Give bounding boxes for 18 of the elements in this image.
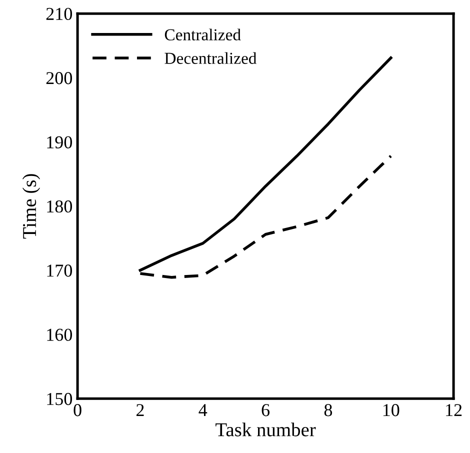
legend-label: Centralized bbox=[164, 28, 241, 40]
x-tick-label: 10 bbox=[383, 404, 400, 416]
y-tick-label: 190 bbox=[47, 136, 72, 148]
x-tick-label: 0 bbox=[74, 404, 82, 416]
legend-label: Decentralized bbox=[164, 52, 257, 64]
y-tick-label: 180 bbox=[47, 200, 72, 213]
y-tick-label: 170 bbox=[47, 264, 72, 277]
x-axis-title: Task number bbox=[216, 422, 316, 436]
x-tick-label: 12 bbox=[446, 404, 462, 416]
y-tick-label: 210 bbox=[46, 8, 72, 20]
x-tick-label: 6 bbox=[262, 404, 270, 416]
y-tick-label: 200 bbox=[46, 72, 72, 84]
y-tick-label: 160 bbox=[47, 328, 72, 341]
x-tick-label: 2 bbox=[136, 404, 144, 416]
x-tick-label: 4 bbox=[198, 404, 208, 416]
y-axis-title: Time (s) bbox=[22, 174, 40, 239]
x-tick-label: 8 bbox=[324, 404, 332, 416]
y-tick-label: 150 bbox=[47, 392, 72, 406]
